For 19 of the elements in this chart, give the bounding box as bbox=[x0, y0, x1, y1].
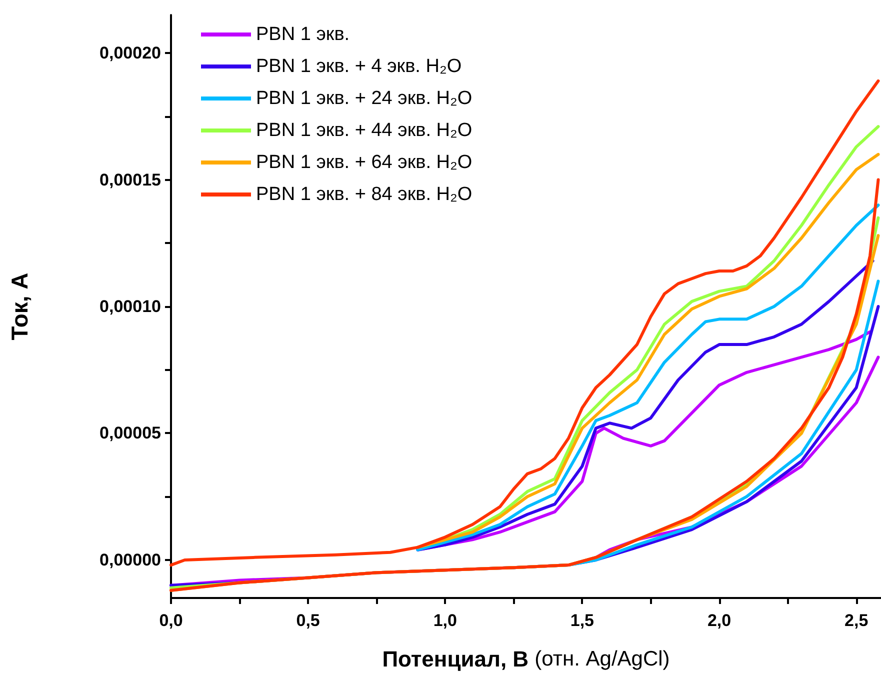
y-tick-label: 0,00015 bbox=[100, 170, 161, 190]
y-tick-label: 0,00020 bbox=[100, 44, 161, 63]
x-tick-label: 2,0 bbox=[707, 611, 732, 630]
y-tick-label: 0,00000 bbox=[100, 550, 161, 570]
legend-label: PBN 1 экв. + 84 экв. H₂O bbox=[256, 184, 472, 205]
legend-label: PBN 1 экв. + 44 экв. H₂O bbox=[256, 120, 472, 141]
x-tick-label: 1,0 bbox=[433, 611, 457, 630]
legend-label: PBN 1 экв. + 4 экв. H₂O bbox=[256, 56, 462, 77]
y-tick-label: 0,00005 bbox=[100, 424, 161, 443]
x-tick-label: 0,5 bbox=[296, 611, 320, 630]
legend-label: PBN 1 экв. bbox=[256, 24, 350, 45]
y-axis-title: Ток, А bbox=[6, 272, 32, 340]
x-tick-label: 1,5 bbox=[570, 611, 594, 630]
x-tick-label: 0,0 bbox=[159, 611, 183, 630]
y-tick-label: 0,00010 bbox=[100, 297, 161, 316]
x-axis-title: Потенциал, В (отн. Ag/AgCl) bbox=[382, 646, 670, 672]
legend-label: PBN 1 экв. + 64 экв. H₂O bbox=[256, 152, 472, 173]
legend-label: PBN 1 экв. + 24 экв. H₂O bbox=[256, 88, 472, 109]
x-tick-label: 2,5 bbox=[844, 611, 868, 630]
